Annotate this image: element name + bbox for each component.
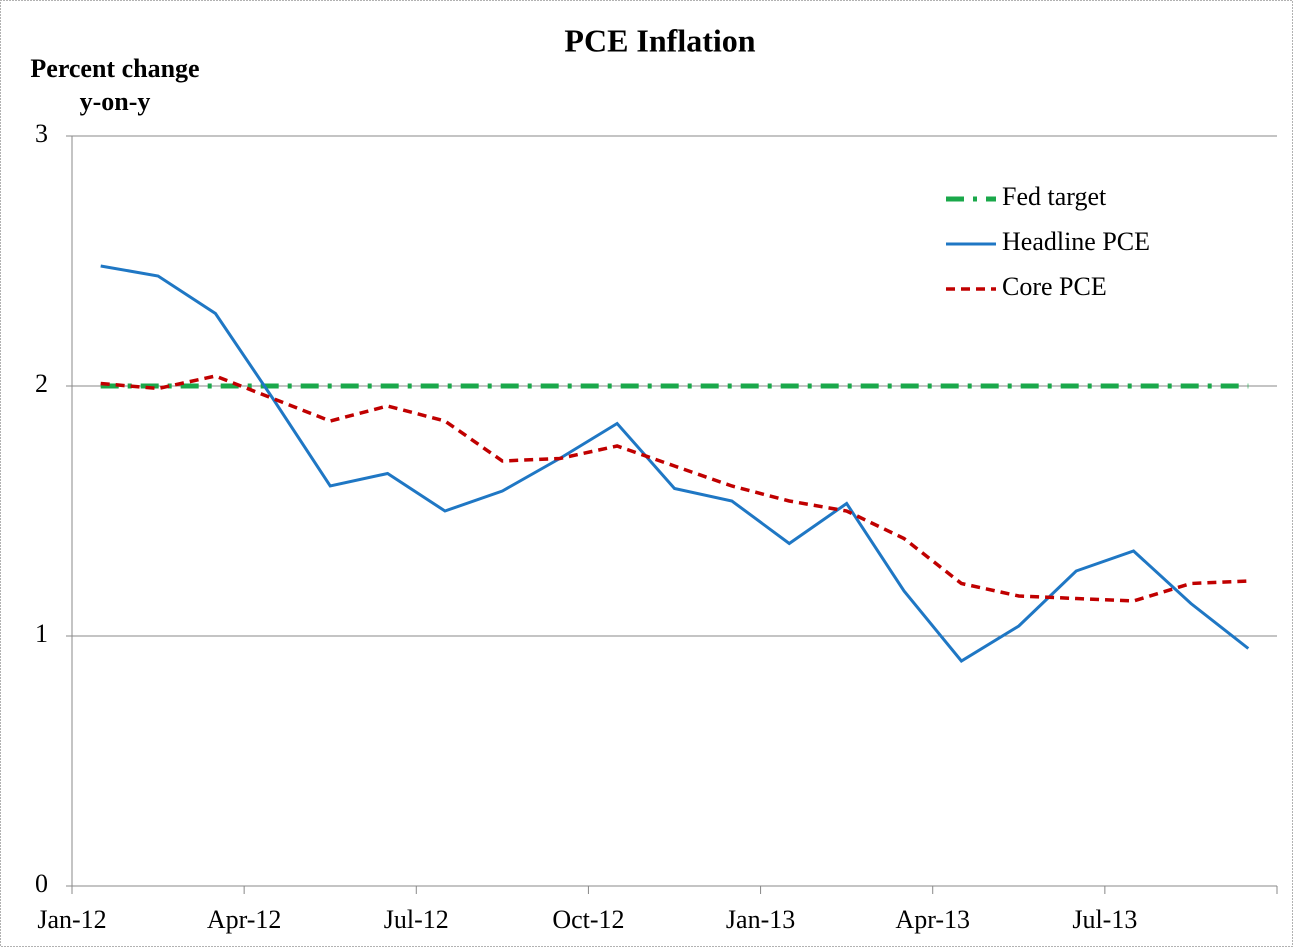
x-tick-label: Jan-12 bbox=[37, 905, 106, 934]
chart-title: PCE Inflation bbox=[564, 22, 755, 58]
series-line bbox=[100, 374, 1249, 603]
x-tick-label: Apr-13 bbox=[895, 905, 970, 934]
y-axis-title: y-on-y bbox=[80, 87, 151, 116]
x-tick-label: Jul-13 bbox=[1072, 905, 1137, 934]
y-tick-label: 2 bbox=[35, 369, 48, 398]
y-tick-label: 1 bbox=[35, 619, 48, 648]
x-tick-label: Oct-12 bbox=[552, 905, 624, 934]
legend-label: Fed target bbox=[1002, 182, 1107, 211]
legend-label: Headline PCE bbox=[1002, 227, 1150, 256]
x-tick-label: Jan-13 bbox=[726, 905, 795, 934]
y-tick-label: 0 bbox=[35, 869, 48, 898]
x-tick-label: Jul-12 bbox=[384, 905, 449, 934]
legend-label: Core PCE bbox=[1002, 272, 1107, 301]
y-tick-label: 3 bbox=[35, 119, 48, 148]
series-line bbox=[100, 264, 1250, 663]
y-axis-title: Percent change bbox=[30, 54, 199, 83]
x-tick-label: Apr-12 bbox=[207, 905, 282, 934]
